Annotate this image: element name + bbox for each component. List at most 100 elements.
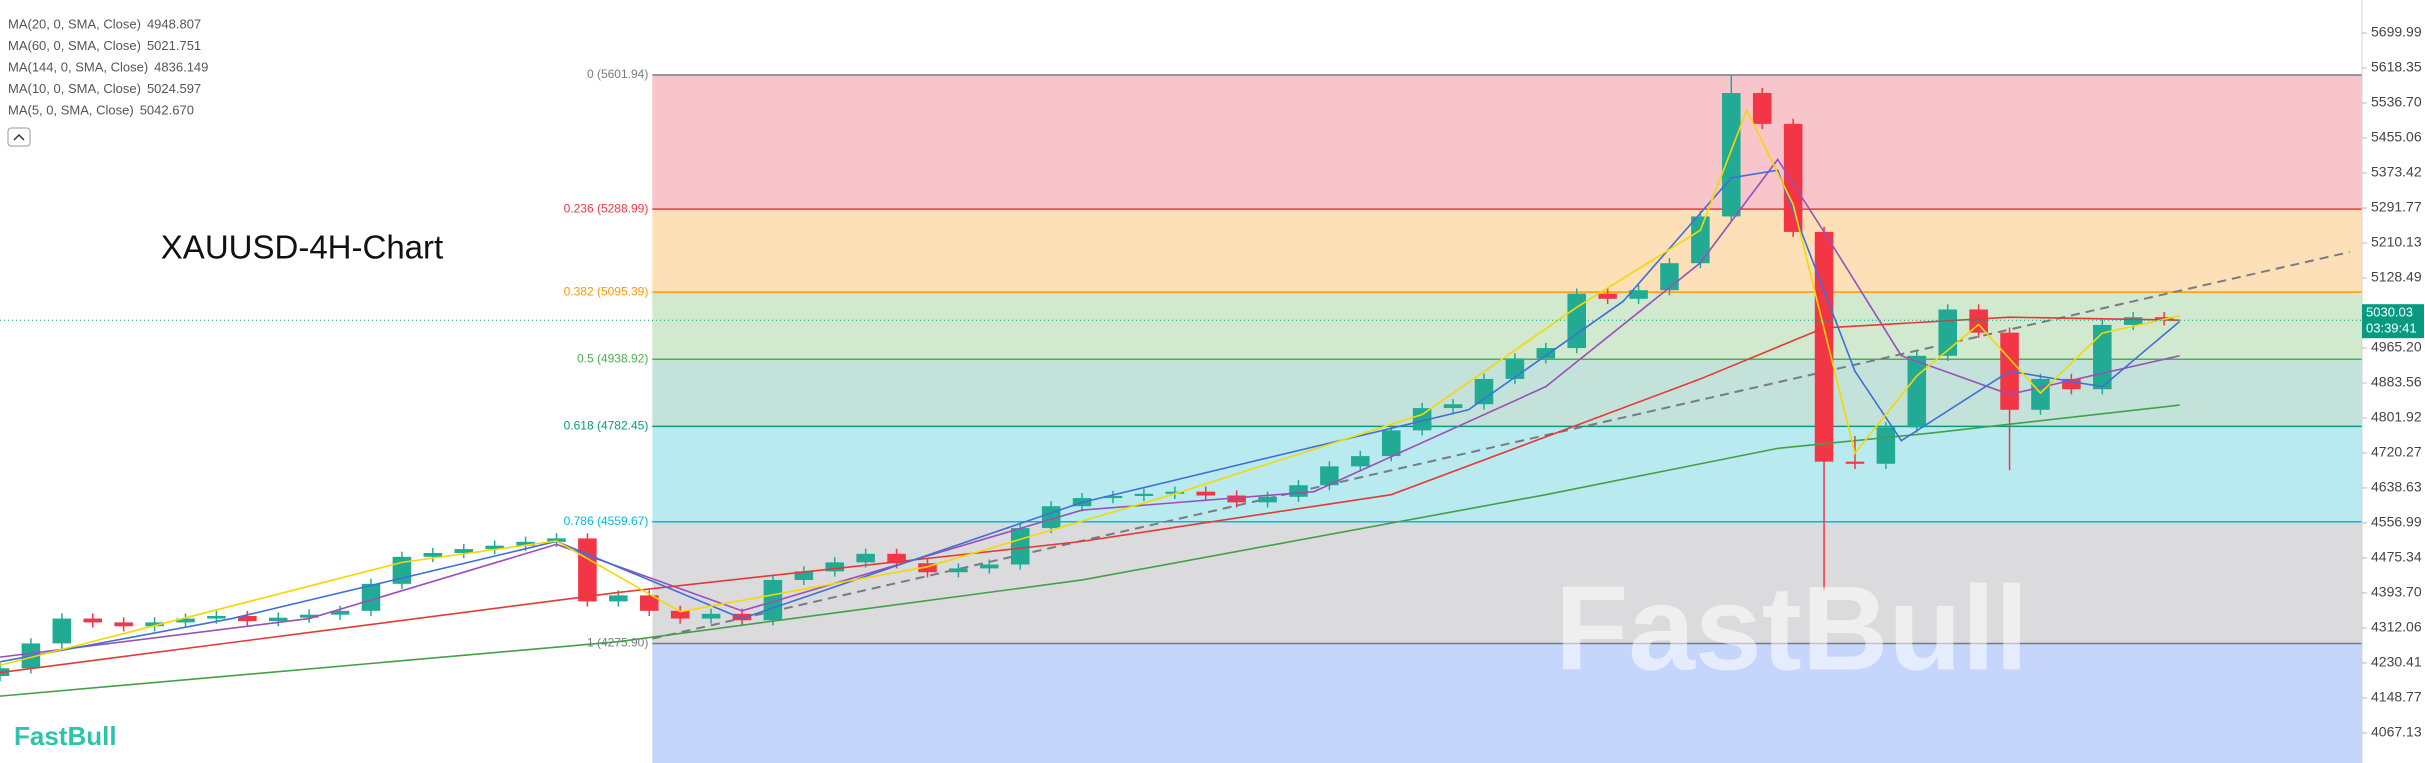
candle-body (1845, 461, 1865, 464)
button-frame[interactable] (7, 127, 31, 147)
candle-body (670, 610, 690, 619)
candle-body (1505, 358, 1525, 379)
candle-body (1752, 93, 1772, 124)
candle-body (1381, 430, 1401, 457)
y-tick-label: 5455.06 (2371, 129, 2422, 145)
fib-label: 1 (4275.90) (587, 636, 648, 650)
candle-body (639, 595, 659, 611)
candle-body (1258, 496, 1277, 503)
y-tick-label: 4148.77 (2371, 689, 2422, 705)
y-tick-label: 4883.56 (2371, 374, 2422, 390)
candle-body (856, 553, 875, 563)
fib-label: 0.786 (4559.67) (564, 514, 649, 528)
fib-label: 0.382 (5095.39) (564, 284, 649, 298)
fib-band (652, 209, 2362, 293)
candle-body (1876, 427, 1896, 464)
button-icon (13, 133, 25, 141)
legend-value: 4948.807 (147, 16, 201, 31)
y-tick-label: 5210.13 (2371, 234, 2422, 250)
candle-body (1938, 309, 1957, 356)
ma-line (0, 158, 2180, 658)
candle-body (1196, 491, 1216, 496)
candle-body (114, 622, 133, 627)
fib-band (652, 292, 2362, 360)
candle-body (1351, 456, 1370, 467)
y-tick-label: 4801.92 (2371, 409, 2422, 425)
candle-body (1134, 493, 1154, 496)
fib-label: 0.5 (4938.92) (577, 351, 648, 365)
candle-body (238, 615, 257, 622)
candle-body (423, 552, 443, 557)
y-tick-label: 4638.63 (2371, 479, 2422, 495)
candle-body (1660, 263, 1679, 291)
y-tick-label: 4475.34 (2371, 549, 2422, 565)
y-tick-label: 5699.99 (2371, 24, 2422, 40)
ma-line (0, 108, 2180, 667)
legend-value: 5021.751 (147, 38, 201, 53)
candle-body (2093, 324, 2112, 390)
candle-body (1165, 491, 1185, 494)
y-tick-label: 4556.99 (2371, 514, 2422, 530)
candle-body (454, 549, 474, 553)
candle-body (52, 618, 72, 644)
candle-body (825, 562, 845, 572)
candle-body (701, 613, 721, 619)
last-price-box (2362, 304, 2424, 339)
candle-body (1814, 231, 1834, 462)
candle-body (1443, 404, 1463, 409)
y-tick-label: 4393.70 (2371, 584, 2422, 600)
candle-body (1289, 485, 1308, 497)
legend-value: 5042.670 (140, 102, 194, 117)
candle-body (2062, 378, 2081, 390)
candle-body (980, 564, 999, 569)
y-tick-label: 4067.13 (2371, 724, 2422, 740)
ma-line (0, 404, 2180, 697)
candle-body (1010, 528, 1030, 565)
chart-title: XAUUSD-4H-Chart (161, 229, 443, 266)
fib-band (652, 643, 2362, 763)
candle-body (1722, 93, 1741, 217)
candle-body (268, 617, 288, 622)
candle-body (145, 622, 164, 627)
candle-body (547, 538, 566, 542)
legend-name: MA(5, 0, SMA, Close) (8, 102, 134, 117)
legend-name: MA(144, 0, SMA, Close) (8, 59, 148, 74)
brand-logo: FastBull (14, 721, 117, 751)
candle-body (299, 614, 319, 618)
fib-label: 0 (5601.94) (587, 67, 648, 81)
y-tick-label: 4230.41 (2371, 654, 2422, 670)
collapse-button[interactable] (7, 127, 31, 147)
y-tick-label: 5373.42 (2371, 164, 2422, 180)
candle-body (361, 583, 381, 611)
y-tick-label: 5536.70 (2371, 94, 2422, 110)
candle-body (1907, 355, 1927, 428)
candle-body (83, 618, 103, 623)
candle-body (732, 613, 752, 621)
legend-value: 5024.597 (147, 81, 201, 96)
y-tick-label: 5618.35 (2371, 59, 2422, 75)
candle-body (1536, 348, 1556, 359)
countdown-label: 03:39:41 (2366, 321, 2417, 336)
candle-body (1629, 290, 1648, 299)
y-tick-label: 4720.27 (2371, 444, 2422, 460)
fib-band (652, 75, 2362, 210)
candle-body (609, 595, 628, 602)
fib-label: 0.618 (4782.45) (564, 418, 649, 432)
ma-line (0, 169, 2181, 663)
candle-body (1567, 293, 1587, 349)
y-tick-label: 5291.77 (2371, 199, 2422, 215)
candle-body (207, 615, 226, 619)
ma-line (0, 316, 2180, 674)
candle-body (176, 618, 195, 623)
candle-body (330, 610, 350, 615)
trend-line (652, 251, 2350, 640)
fib-label: 0.236 (5288.99) (564, 201, 649, 215)
candle-body (1691, 216, 1710, 264)
candle-body (516, 541, 535, 546)
candle-body (2123, 317, 2143, 325)
y-tick-label: 4965.20 (2371, 339, 2422, 355)
candle-body (794, 571, 814, 580)
candle-body (1412, 408, 1432, 431)
candle-body (887, 553, 906, 564)
